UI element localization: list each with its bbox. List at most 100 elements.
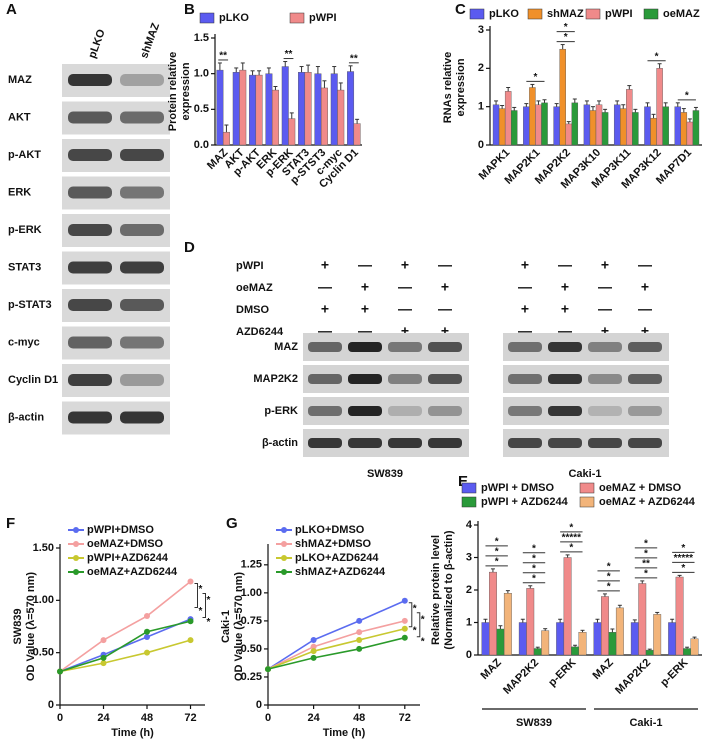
sign: —	[318, 279, 332, 295]
series-line	[267, 599, 406, 670]
bar	[222, 131, 230, 146]
blot-band	[120, 186, 164, 199]
bar	[653, 614, 662, 656]
bracket	[416, 612, 421, 638]
blot-band	[120, 149, 164, 161]
bar	[314, 73, 322, 146]
sign: —	[358, 257, 372, 273]
bar	[353, 123, 361, 146]
y-tick-label: 0	[478, 139, 484, 151]
blot-band	[68, 224, 112, 236]
y-tick-label: 0	[466, 649, 472, 661]
blot-strip	[503, 397, 669, 425]
blot-band	[120, 261, 164, 274]
bar	[613, 104, 621, 146]
y-tick-label: 0	[48, 699, 54, 711]
cell-line-label: Caki-1	[568, 468, 601, 480]
bar	[535, 104, 542, 146]
annotation: *	[199, 606, 203, 617]
panel-label: B	[184, 1, 195, 18]
bar	[498, 108, 506, 146]
bar	[553, 106, 560, 146]
group-label: Caki-1	[629, 717, 662, 729]
legend-marker	[73, 527, 79, 533]
annotation: *	[607, 582, 611, 593]
sign: —	[598, 279, 612, 295]
sign: +	[401, 257, 409, 273]
bar	[281, 66, 289, 146]
row-label: Cyclin D1	[8, 374, 58, 386]
bar	[680, 112, 688, 146]
x-axis-label: Time (h)	[323, 727, 366, 739]
row-label: MAP2K2	[253, 373, 298, 385]
annotation: *	[421, 636, 425, 647]
annotation: *	[207, 617, 211, 628]
annotation: *	[655, 51, 659, 62]
legend-label: oeMAZ+AZD6244	[87, 566, 178, 578]
point	[187, 578, 194, 585]
bar	[593, 622, 602, 656]
annotation: *	[569, 523, 573, 534]
y-tick-label: 3	[478, 24, 484, 36]
y-axis-label: expression	[455, 58, 467, 116]
condition-label: pWPI	[236, 260, 264, 272]
sign: +	[361, 301, 369, 317]
legend-marker	[73, 541, 79, 547]
annotation: *	[644, 549, 648, 560]
sign: —	[438, 301, 452, 317]
bar	[589, 110, 597, 146]
blot-band	[428, 374, 462, 384]
bar	[559, 48, 566, 146]
row-label: AKT	[8, 111, 31, 123]
bar	[216, 69, 224, 146]
blot-band	[348, 374, 382, 384]
sign: +	[561, 279, 569, 295]
blot-band	[68, 374, 112, 386]
panel-label: F	[6, 515, 15, 532]
blot-band	[548, 374, 582, 384]
annotation: *	[685, 90, 689, 101]
blot-band	[388, 342, 422, 352]
point	[356, 636, 363, 643]
bar	[638, 583, 647, 656]
bar	[511, 110, 518, 146]
annotation: *	[532, 563, 536, 574]
cell-line-label: SW839	[367, 468, 403, 480]
bar	[518, 622, 527, 656]
bar	[523, 106, 530, 146]
annotation: *	[569, 543, 573, 554]
legend-label: shMAZ	[547, 8, 584, 20]
bar	[626, 89, 633, 146]
blot-band	[588, 406, 622, 416]
blot-band	[428, 438, 462, 448]
x-tick-label: p-ERK	[546, 657, 578, 689]
blot-band	[120, 111, 164, 124]
point	[187, 618, 194, 625]
annotation: *****	[674, 553, 694, 564]
legend-marker	[281, 541, 287, 547]
sign: —	[558, 257, 572, 273]
bar	[255, 74, 263, 146]
bar	[644, 106, 651, 146]
x-tick-label: MAZ	[591, 656, 617, 682]
annotation: *	[495, 547, 499, 558]
blot-band	[68, 186, 112, 199]
y-tick-label: 1.5	[194, 32, 209, 44]
series-line	[59, 639, 191, 673]
point	[356, 629, 363, 636]
bar	[668, 622, 677, 656]
legend-label: pWPI	[309, 12, 337, 24]
legend-label: oeMAZ + AZD6244	[599, 496, 696, 508]
annotation: *	[413, 603, 417, 614]
annotation: *	[532, 573, 536, 584]
sign: —	[638, 301, 652, 317]
panel-label: D	[184, 239, 195, 256]
bar	[615, 607, 624, 656]
blot-band	[68, 336, 112, 349]
annotation: **	[350, 53, 358, 64]
y-tick-label: 0.0	[194, 139, 209, 151]
bar	[304, 72, 312, 146]
blot-band	[120, 299, 164, 311]
annotation: *	[532, 543, 536, 554]
point	[310, 648, 317, 655]
